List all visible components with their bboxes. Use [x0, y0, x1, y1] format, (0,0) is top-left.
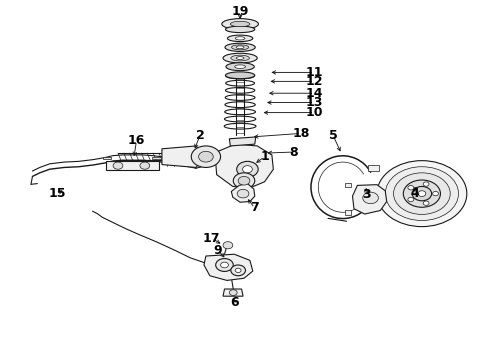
Text: 3: 3	[362, 188, 370, 201]
Polygon shape	[223, 289, 243, 296]
Text: 5: 5	[329, 129, 337, 142]
Text: 16: 16	[128, 134, 145, 147]
Circle shape	[191, 146, 220, 167]
Text: 1: 1	[260, 150, 269, 163]
Ellipse shape	[226, 63, 254, 71]
Polygon shape	[152, 157, 161, 159]
Polygon shape	[204, 254, 253, 280]
Polygon shape	[103, 157, 111, 159]
Ellipse shape	[225, 72, 255, 79]
Circle shape	[243, 166, 252, 173]
Circle shape	[238, 176, 250, 185]
Circle shape	[408, 185, 414, 190]
Text: 4: 4	[411, 187, 419, 200]
Circle shape	[423, 201, 429, 205]
Circle shape	[363, 192, 378, 204]
Ellipse shape	[236, 46, 244, 49]
Text: 2: 2	[196, 129, 204, 142]
Circle shape	[423, 182, 429, 186]
Ellipse shape	[231, 55, 249, 61]
Polygon shape	[229, 137, 256, 146]
Text: 19: 19	[231, 5, 249, 18]
Polygon shape	[345, 211, 351, 215]
Text: 11: 11	[306, 66, 323, 79]
Circle shape	[198, 151, 213, 162]
Text: 13: 13	[306, 96, 323, 109]
Circle shape	[433, 192, 439, 196]
Circle shape	[233, 173, 255, 189]
Text: 10: 10	[306, 106, 323, 119]
Text: 6: 6	[230, 296, 239, 309]
Text: 17: 17	[203, 231, 220, 244]
Text: 9: 9	[214, 244, 222, 257]
Ellipse shape	[230, 21, 250, 27]
Ellipse shape	[223, 53, 257, 63]
Text: 8: 8	[290, 145, 298, 158]
Circle shape	[113, 162, 123, 169]
Polygon shape	[368, 165, 379, 171]
Polygon shape	[345, 183, 351, 187]
Text: 7: 7	[250, 202, 259, 215]
Circle shape	[220, 262, 228, 268]
Circle shape	[377, 161, 467, 226]
Circle shape	[229, 290, 237, 296]
Text: 14: 14	[306, 87, 323, 100]
Ellipse shape	[236, 57, 244, 59]
Ellipse shape	[232, 45, 248, 50]
Polygon shape	[162, 146, 203, 167]
Text: 18: 18	[293, 127, 310, 140]
Circle shape	[412, 186, 432, 201]
Circle shape	[216, 258, 233, 271]
Circle shape	[237, 189, 249, 198]
Circle shape	[235, 268, 241, 273]
Ellipse shape	[225, 43, 255, 51]
Ellipse shape	[222, 19, 258, 30]
Circle shape	[237, 161, 258, 177]
Text: 15: 15	[48, 187, 66, 200]
Circle shape	[385, 167, 459, 221]
Circle shape	[408, 197, 414, 202]
Polygon shape	[216, 144, 273, 188]
Circle shape	[223, 242, 233, 249]
Circle shape	[231, 265, 245, 276]
Ellipse shape	[235, 37, 245, 40]
Circle shape	[393, 173, 450, 215]
Polygon shape	[352, 185, 387, 214]
Polygon shape	[231, 184, 255, 202]
Polygon shape	[106, 161, 159, 170]
Circle shape	[403, 180, 441, 207]
Text: 12: 12	[306, 75, 323, 88]
Ellipse shape	[225, 26, 255, 33]
Circle shape	[418, 191, 426, 197]
Ellipse shape	[227, 35, 253, 41]
Ellipse shape	[235, 65, 245, 68]
Circle shape	[140, 162, 150, 169]
